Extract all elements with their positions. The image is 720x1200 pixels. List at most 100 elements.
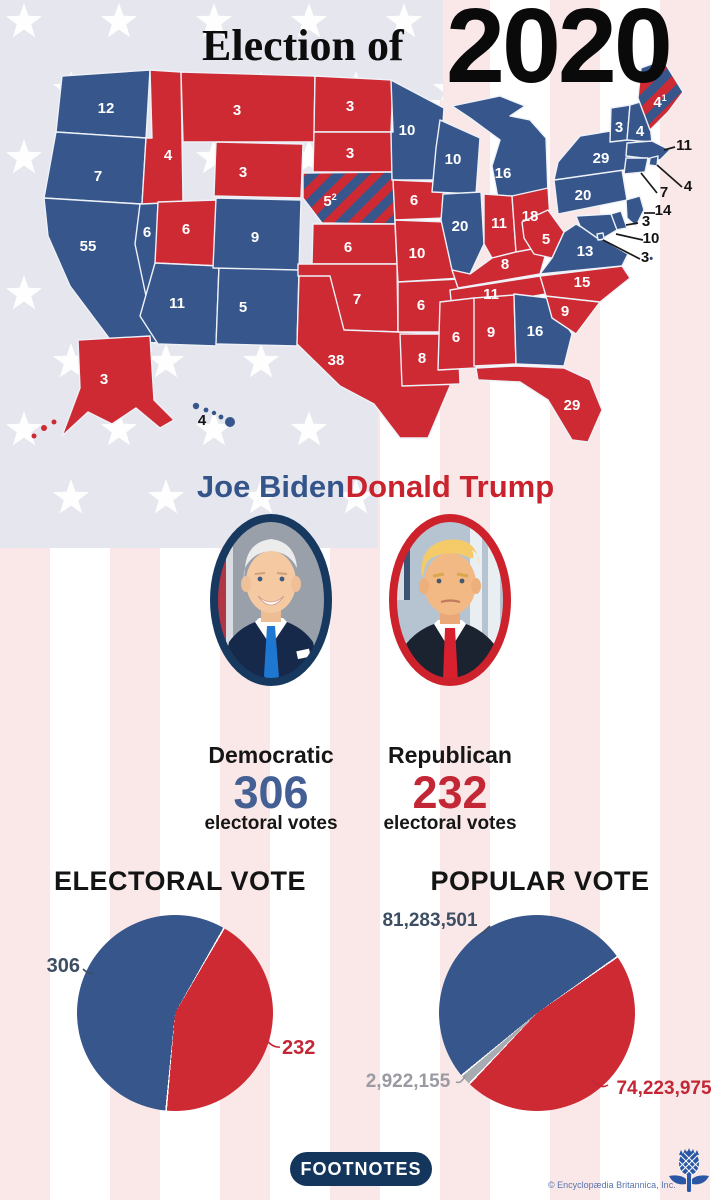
candidate-donald-trump: Donald Trump bbox=[340, 471, 560, 695]
callout-line-ri bbox=[656, 164, 683, 188]
callout-line-de bbox=[625, 222, 639, 226]
state-mi-votes: 16 bbox=[495, 165, 512, 182]
state-ga bbox=[513, 293, 573, 367]
stats-democratic: Democratic 306 electoral votes bbox=[161, 742, 381, 833]
pie-label-other-popular: 2,922,155 bbox=[365, 1071, 451, 1092]
candidate-name-biden: Joe Biden bbox=[196, 469, 346, 504]
page-title: Election of bbox=[202, 21, 404, 70]
map-extras-group bbox=[31, 146, 683, 439]
state-nj bbox=[625, 195, 645, 227]
state-fl-votes: 29 bbox=[564, 397, 581, 414]
state-va-votes: 13 bbox=[577, 243, 594, 260]
stats-republican: Republican 232 electoral votes bbox=[340, 742, 560, 833]
state-nv-votes: 6 bbox=[143, 224, 151, 241]
electoral-votes-trump: 232 bbox=[412, 767, 488, 818]
footnotes-button[interactable]: FOOTNOTES bbox=[290, 1152, 432, 1186]
state-ia-votes: 6 bbox=[410, 192, 418, 209]
state-fl bbox=[475, 365, 603, 443]
alaska-aleutian-island bbox=[41, 425, 47, 431]
popular-vote-chart-title: POPULAR VOTE bbox=[430, 866, 650, 896]
callout-line-md bbox=[615, 233, 644, 241]
electoral-votes-caption-biden: electoral votes bbox=[204, 813, 338, 834]
callout-line-dc bbox=[602, 239, 641, 260]
state-tx bbox=[296, 275, 453, 439]
electoral-votes-caption-trump: electoral votes bbox=[383, 813, 517, 834]
hawaii-island bbox=[211, 410, 217, 416]
state-ga-votes: 16 bbox=[527, 323, 544, 340]
state-al-votes: 9 bbox=[487, 324, 495, 341]
state-hi-votes: 4 bbox=[198, 412, 207, 429]
electoral-vote-chart: ELECTORAL VOTE 306 232 bbox=[0, 860, 360, 1160]
state-nc-votes: 15 bbox=[574, 274, 591, 291]
alaska-aleutian-island bbox=[51, 419, 57, 425]
alaska-aleutian-island bbox=[31, 433, 37, 439]
state-tx-votes: 38 bbox=[328, 352, 345, 369]
state-ne bbox=[302, 171, 396, 225]
state-mo-votes: 10 bbox=[409, 245, 426, 262]
hawaii-island bbox=[192, 402, 200, 410]
state-ok-votes: 7 bbox=[353, 291, 361, 308]
state-az-votes: 11 bbox=[169, 295, 185, 312]
state-mi bbox=[451, 95, 549, 199]
state-md-votes: 10 bbox=[643, 230, 660, 247]
state-ms-votes: 6 bbox=[452, 329, 460, 346]
party-label-democratic: Democratic bbox=[208, 742, 334, 768]
state-mn-votes: 10 bbox=[399, 122, 416, 139]
pie-label-trump-electoral: 232 bbox=[282, 1037, 316, 1059]
hawaii-island bbox=[203, 407, 209, 413]
title-year: 2020 bbox=[446, 0, 673, 105]
state-ca-votes: 55 bbox=[80, 238, 97, 255]
state-mt-votes: 3 bbox=[233, 102, 241, 119]
state-la-votes: 8 bbox=[418, 350, 426, 367]
electoral-vote-pie bbox=[77, 915, 273, 1111]
state-ma-votes: 11 bbox=[676, 137, 692, 154]
state-wi-votes: 10 bbox=[445, 151, 462, 168]
callout-line-ct bbox=[640, 172, 658, 194]
state-wa-votes: 12 bbox=[98, 100, 115, 117]
state-nd-votes: 3 bbox=[346, 98, 354, 115]
state-wv bbox=[521, 209, 565, 259]
state-ct bbox=[623, 157, 649, 175]
state-nh-votes: 4 bbox=[636, 123, 645, 140]
copyright-text: © Encyclopædia Britannica, Inc. bbox=[548, 1180, 676, 1190]
electoral-vote-chart-title: ELECTORAL VOTE bbox=[53, 866, 307, 896]
popular-vote-pie bbox=[439, 915, 635, 1111]
state-az bbox=[139, 262, 220, 347]
state-nm-votes: 5 bbox=[239, 299, 247, 316]
state-ar-votes: 6 bbox=[417, 297, 425, 314]
state-sd-votes: 3 bbox=[346, 145, 354, 162]
state-ri bbox=[648, 155, 659, 167]
state-id-votes: 4 bbox=[164, 147, 173, 164]
state-il-votes: 20 bbox=[452, 218, 469, 235]
portrait-donald-trump bbox=[340, 510, 560, 695]
candidate-joe-biden: Joe Biden bbox=[161, 469, 381, 695]
state-co-votes: 9 bbox=[251, 229, 259, 246]
britannica-thistle-logo bbox=[669, 1148, 709, 1192]
state-nm bbox=[215, 265, 300, 347]
portrait-joe-biden bbox=[161, 510, 381, 695]
map-states-group bbox=[43, 59, 684, 443]
state-mt bbox=[180, 71, 316, 143]
pie-label-biden-popular: 81,283,501 bbox=[382, 910, 478, 931]
state-in-votes: 11 bbox=[491, 215, 507, 232]
state-dc-votes: 3• bbox=[641, 249, 653, 266]
pie-label-biden-electoral: 306 bbox=[46, 955, 80, 977]
state-de-votes: 3 bbox=[642, 213, 650, 230]
state-wy bbox=[213, 141, 304, 199]
state-mn bbox=[390, 79, 445, 181]
state-wv-votes: 5 bbox=[542, 231, 550, 248]
callout-line-ma bbox=[663, 146, 676, 151]
state-ak-votes: 3 bbox=[100, 371, 108, 388]
state-ak bbox=[61, 335, 175, 437]
hawaii-island bbox=[225, 417, 235, 427]
state-dc bbox=[596, 232, 605, 241]
state-ct-votes: 7 bbox=[660, 184, 668, 201]
state-ks-votes: 6 bbox=[344, 239, 352, 256]
state-ma bbox=[625, 140, 671, 161]
state-pa-votes: 20 bbox=[575, 187, 592, 204]
state-tn-votes: 11 bbox=[483, 286, 499, 303]
state-ut-votes: 6 bbox=[182, 221, 190, 238]
state-ri-votes: 4 bbox=[684, 178, 693, 195]
pie-label-trump-popular: 74,223,975 bbox=[616, 1078, 712, 1099]
